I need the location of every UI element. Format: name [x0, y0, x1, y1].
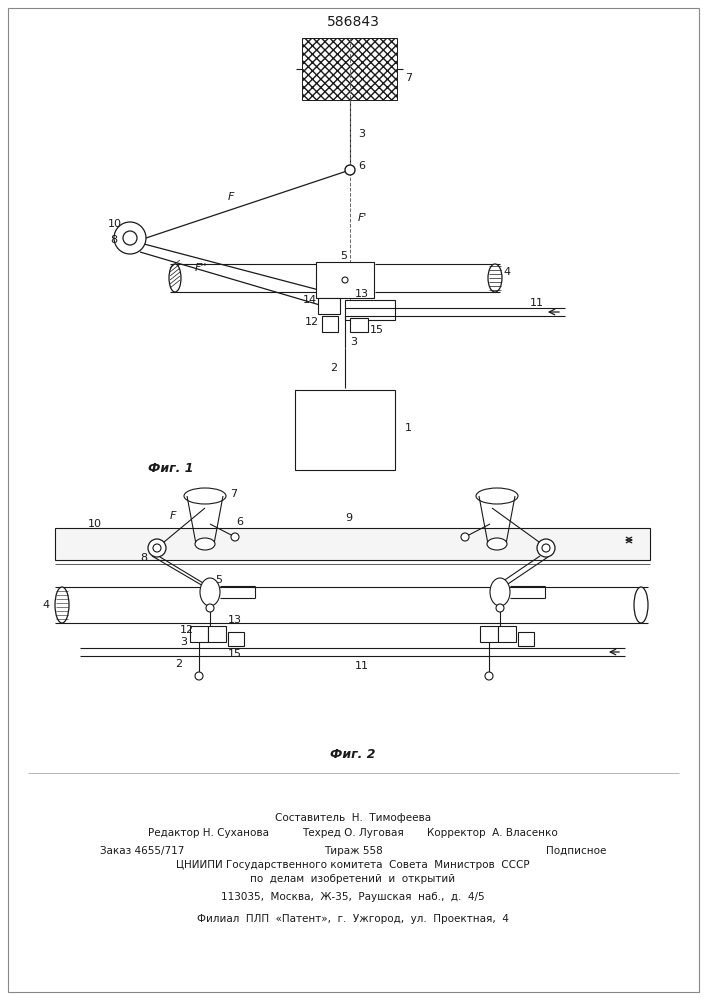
Bar [518, 632, 534, 646]
Text: 1: 1 [405, 423, 412, 433]
Text: 12: 12 [305, 317, 319, 327]
Text: ЦНИИПИ Государственного комитета  Совета  Министров  СССР: ЦНИИПИ Государственного комитета Совета … [176, 860, 530, 870]
Text: 8: 8 [140, 553, 147, 563]
Circle shape [342, 277, 348, 283]
Text: 3: 3 [350, 337, 357, 347]
Circle shape [496, 604, 504, 612]
Bar [318, 298, 340, 314]
Text: Редактор Н. Суханова: Редактор Н. Суханова [148, 828, 269, 838]
Text: 11: 11 [530, 298, 544, 308]
Text: 586843: 586843 [327, 15, 380, 29]
Text: 15: 15 [228, 649, 242, 659]
Text: Составитель  Н.  Тимофеева: Составитель Н. Тимофеева [275, 813, 431, 823]
Text: 113035,  Москва,  Ж-35,  Раушская  наб.,  д.  4/5: 113035, Москва, Ж-35, Раушская наб., д. … [221, 892, 485, 902]
Bar [350, 318, 368, 332]
Ellipse shape [169, 264, 181, 292]
Text: Филиал  ПЛП  «Патент»,  г.  Ужгород,  ул.  Проектная,  4: Филиал ПЛП «Патент», г. Ужгород, ул. Про… [197, 914, 509, 924]
Text: 7: 7 [405, 73, 412, 83]
Text: 8: 8 [110, 235, 117, 245]
Text: Заказ 4655/717: Заказ 4655/717 [100, 846, 185, 856]
Bar [322, 316, 338, 332]
Text: Техред О. Луговая: Техред О. Луговая [302, 828, 404, 838]
Ellipse shape [488, 264, 502, 292]
Ellipse shape [476, 488, 518, 504]
Text: Корректор  А. Власенко: Корректор А. Власенко [427, 828, 558, 838]
Circle shape [123, 231, 137, 245]
Ellipse shape [55, 587, 69, 623]
Text: 5: 5 [215, 575, 222, 585]
Text: F: F [170, 511, 176, 521]
Text: 2: 2 [330, 363, 337, 373]
Bar [55, 528, 650, 560]
Text: Подписное: Подписное [546, 846, 606, 856]
Text: F': F' [358, 213, 368, 223]
Text: 13: 13 [228, 615, 242, 625]
Ellipse shape [195, 538, 215, 550]
Bar [302, 38, 397, 100]
Bar [295, 390, 395, 470]
Ellipse shape [634, 587, 648, 623]
Circle shape [148, 539, 166, 557]
Text: F: F [228, 192, 235, 202]
Text: F'': F'' [195, 263, 207, 273]
Ellipse shape [490, 578, 510, 606]
Text: по  делам  изобретений  и  открытий: по делам изобретений и открытий [250, 874, 455, 884]
Text: 4: 4 [42, 600, 49, 610]
Text: Тираж 558: Тираж 558 [324, 846, 382, 856]
Bar [316, 262, 374, 298]
Bar [498, 626, 516, 642]
Text: 12: 12 [180, 625, 194, 635]
Text: 6: 6 [358, 161, 365, 171]
Ellipse shape [487, 538, 507, 550]
Bar [208, 626, 226, 642]
Text: 7: 7 [230, 489, 237, 499]
Text: 2: 2 [175, 659, 182, 669]
Text: 10: 10 [108, 219, 122, 229]
Text: 9: 9 [345, 513, 352, 523]
Circle shape [195, 672, 203, 680]
Circle shape [231, 533, 239, 541]
Circle shape [537, 539, 555, 557]
Text: 14: 14 [303, 295, 317, 305]
Circle shape [542, 544, 550, 552]
Circle shape [114, 222, 146, 254]
Text: 6: 6 [236, 517, 243, 527]
Bar [480, 626, 498, 642]
Text: 3: 3 [358, 129, 365, 139]
Text: Фиг. 2: Фиг. 2 [330, 748, 375, 760]
Bar [190, 626, 208, 642]
Ellipse shape [200, 578, 220, 606]
Bar [345, 300, 395, 320]
Text: Фиг. 1: Фиг. 1 [148, 462, 194, 475]
Text: 13: 13 [355, 289, 369, 299]
Text: 10: 10 [88, 519, 102, 529]
Circle shape [345, 165, 355, 175]
Text: 3: 3 [180, 637, 187, 647]
Text: 5: 5 [340, 251, 347, 261]
Text: 11: 11 [355, 661, 369, 671]
Circle shape [153, 544, 161, 552]
Circle shape [206, 604, 214, 612]
Circle shape [485, 672, 493, 680]
Ellipse shape [184, 488, 226, 504]
Text: 4: 4 [503, 267, 510, 277]
Text: 15: 15 [370, 325, 384, 335]
Circle shape [461, 533, 469, 541]
Bar [228, 632, 244, 646]
